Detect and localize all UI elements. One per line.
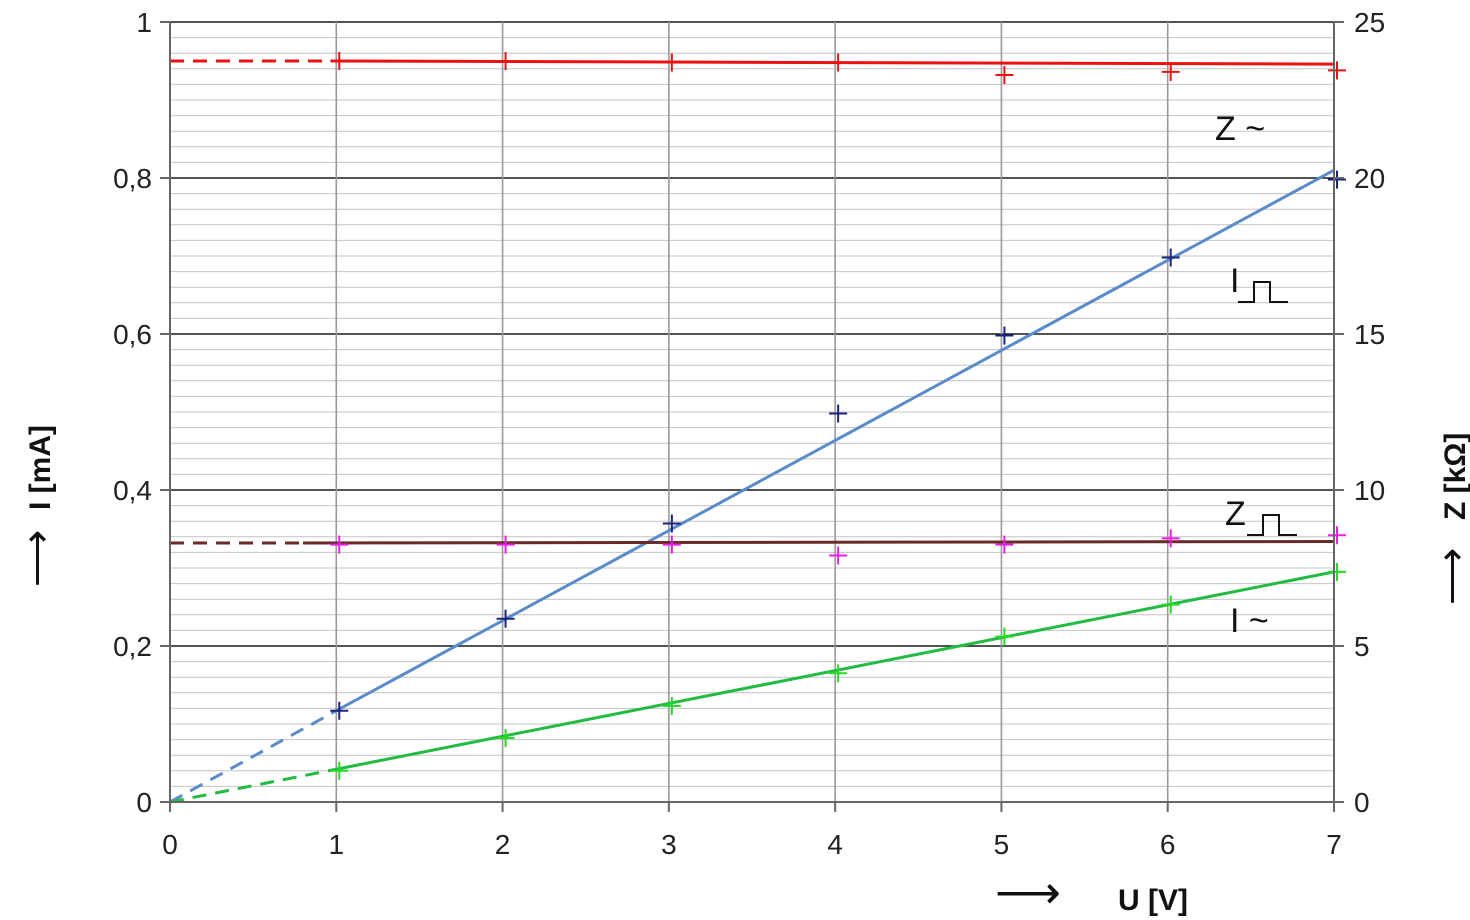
left-tick-label: 0,8 xyxy=(113,163,152,194)
series-3-point xyxy=(662,535,681,554)
series-4-fit-extrapolation xyxy=(169,767,337,804)
right-axis-title: Z [kΩ] xyxy=(1439,433,1470,520)
series-3-point xyxy=(496,535,515,554)
pulse-icon xyxy=(1238,281,1288,303)
series-3-label: Z xyxy=(1225,495,1297,536)
right-tick-label: 25 xyxy=(1354,7,1385,38)
series-2-point xyxy=(995,326,1014,345)
fit-lines xyxy=(169,59,1335,804)
left-tick-label: 0 xyxy=(136,787,152,818)
minor-gridlines xyxy=(170,37,1334,787)
series-1-point xyxy=(829,53,848,72)
series-2-point xyxy=(1161,248,1180,267)
pulse-icon xyxy=(1247,514,1297,536)
x-axis-title: U [V] xyxy=(1118,884,1188,917)
x-tick-label: 3 xyxy=(661,829,677,860)
series-1-point xyxy=(330,52,349,70)
left-tick-label: 0,6 xyxy=(113,319,152,350)
x-axis-arrow: ⟶ xyxy=(995,866,1061,918)
left-tick-label: 1 xyxy=(136,7,152,38)
series-2-point xyxy=(829,404,848,423)
series-1-point xyxy=(496,52,515,70)
series-3-fit-line xyxy=(303,539,1335,545)
series-4-point xyxy=(1328,562,1346,581)
series-2-fit-extrapolation xyxy=(169,709,338,804)
axes xyxy=(160,21,1344,812)
series-2-fit-line xyxy=(335,168,1335,713)
series-4-point xyxy=(330,761,349,780)
right-tick-label: 20 xyxy=(1354,163,1385,194)
right-tick-label: 15 xyxy=(1354,319,1385,350)
series-3-point xyxy=(1328,526,1346,545)
series-1-point xyxy=(1328,61,1346,80)
left-axis-arrow: ⟶ xyxy=(15,530,59,587)
series-1-label-text: Z ~ xyxy=(1215,110,1265,148)
series-1-point xyxy=(1161,62,1180,81)
series-3-point xyxy=(829,546,848,565)
series-4-point xyxy=(662,697,681,716)
data-markers xyxy=(330,52,1346,780)
series-4-label: I ~ xyxy=(1230,602,1269,640)
x-tick-label: 1 xyxy=(328,829,344,860)
left-tick-label: 0,2 xyxy=(113,631,152,662)
left-tick-label: 0,4 xyxy=(113,475,152,506)
series-2-point xyxy=(330,701,349,720)
series-2-point xyxy=(662,514,681,533)
x-tick-label: 6 xyxy=(1160,829,1176,860)
left-axis-title: I [mA] xyxy=(24,425,57,510)
x-tick-label: 0 xyxy=(162,829,178,860)
series-2-point xyxy=(1328,170,1346,189)
x-tick-label: 7 xyxy=(1326,829,1342,860)
series-4-point xyxy=(995,627,1014,646)
series-3-label-text: Z xyxy=(1225,495,1246,533)
right-tick-label: 0 xyxy=(1354,787,1370,818)
series-4-point xyxy=(496,729,515,748)
series-labels: Z ~ I Z I ~ xyxy=(1215,110,1297,640)
series-3-point xyxy=(330,535,349,554)
right-tick-label: 10 xyxy=(1354,475,1385,506)
x-tick-label: 2 xyxy=(495,829,511,860)
series-3-point xyxy=(995,535,1014,554)
series-1-point xyxy=(995,66,1014,85)
left-axis-title-group: ⟶ I [mA] xyxy=(15,425,59,587)
series-4-label-text: I ~ xyxy=(1230,602,1269,640)
x-tick-label: 4 xyxy=(827,829,843,860)
right-tick-label: 5 xyxy=(1354,631,1370,662)
series-2-label: I xyxy=(1230,262,1288,303)
series-2-point xyxy=(496,609,515,628)
series-4-point xyxy=(829,664,848,683)
series-1-point xyxy=(662,53,681,72)
x-tick-label: 5 xyxy=(994,829,1010,860)
right-axis-title-group: ⟶ Z [kΩ] xyxy=(1430,433,1470,605)
series-2-label-text: I xyxy=(1230,262,1239,300)
series-3-point xyxy=(1161,529,1180,548)
right-axis-arrow: ⟶ xyxy=(1430,548,1470,605)
series-4-point xyxy=(1161,595,1180,614)
series-1-label: Z ~ xyxy=(1215,110,1265,148)
